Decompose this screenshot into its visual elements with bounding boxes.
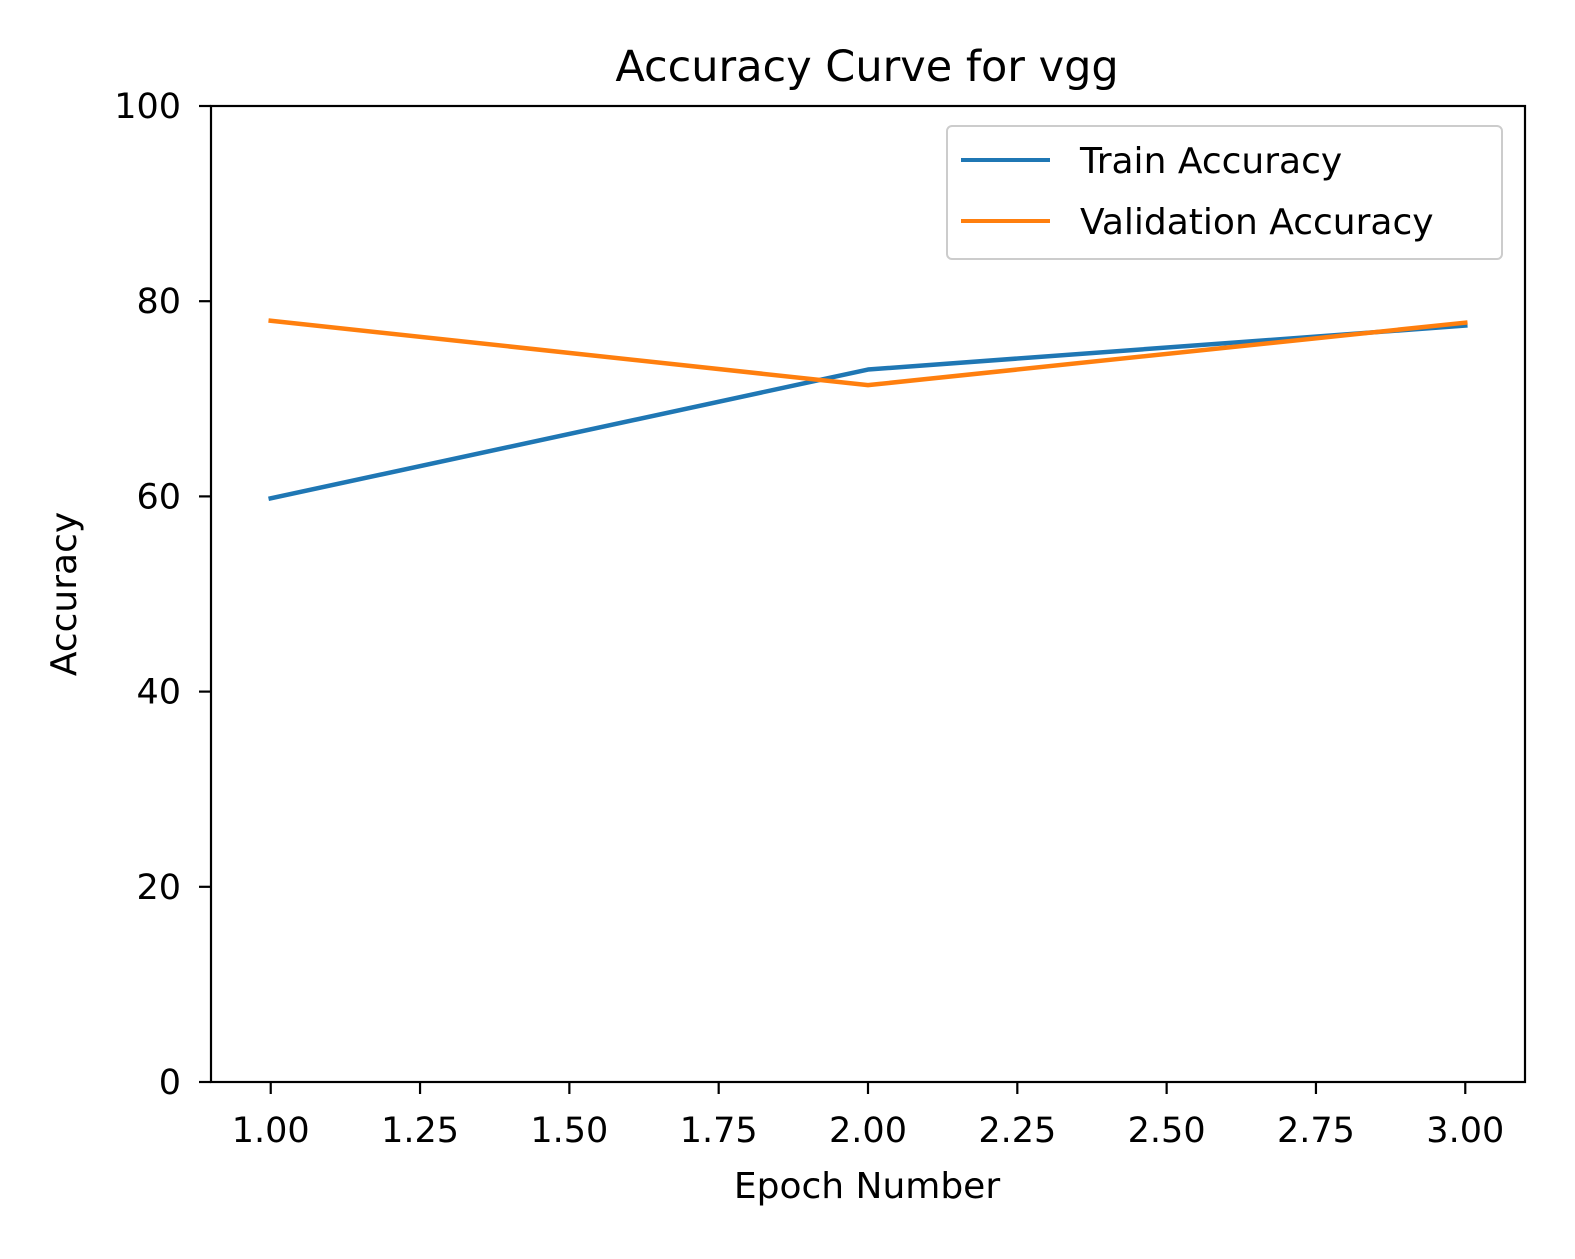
y-tick-label: 80 [136, 282, 181, 322]
x-tick-label: 3.00 [1426, 1111, 1504, 1151]
y-tick-label: 40 [136, 673, 181, 713]
y-tick-label: 0 [159, 1063, 181, 1103]
x-tick-label: 2.75 [1277, 1111, 1355, 1151]
x-tick-label: 2.50 [1128, 1111, 1206, 1151]
legend-label-validation: Validation Accuracy [1080, 202, 1434, 243]
x-tick-label: 2.00 [829, 1111, 907, 1151]
x-tick-label: 1.50 [530, 1111, 608, 1151]
x-tick-label: 1.00 [232, 1111, 310, 1151]
x-tick-label: 1.75 [680, 1111, 758, 1151]
y-tick-label: 100 [114, 87, 181, 127]
y-tick-label: 60 [136, 477, 181, 517]
legend-label-train: Train Accuracy [1079, 141, 1342, 182]
x-tick-label: 1.25 [381, 1111, 459, 1151]
y-axis-ticks: 0 20 40 60 80 100 [114, 87, 211, 1103]
series-line-train [268, 323, 1468, 502]
chart-title: Accuracy Curve for vgg [615, 42, 1118, 92]
x-axis-label: Epoch Number [734, 1166, 1000, 1207]
legend: Train Accuracy Validation Accuracy [946, 125, 1503, 260]
y-tick-label: 20 [136, 868, 181, 908]
plot-lines [268, 318, 1468, 502]
legend-box [946, 125, 1503, 260]
x-tick-label: 2.25 [978, 1111, 1056, 1151]
series-line-validation [268, 318, 1468, 388]
x-axis-ticks: 1.00 1.25 1.50 1.75 2.00 2.25 2.50 2.75 3.00 [232, 1082, 1504, 1151]
y-axis-label: Accuracy [44, 512, 85, 676]
